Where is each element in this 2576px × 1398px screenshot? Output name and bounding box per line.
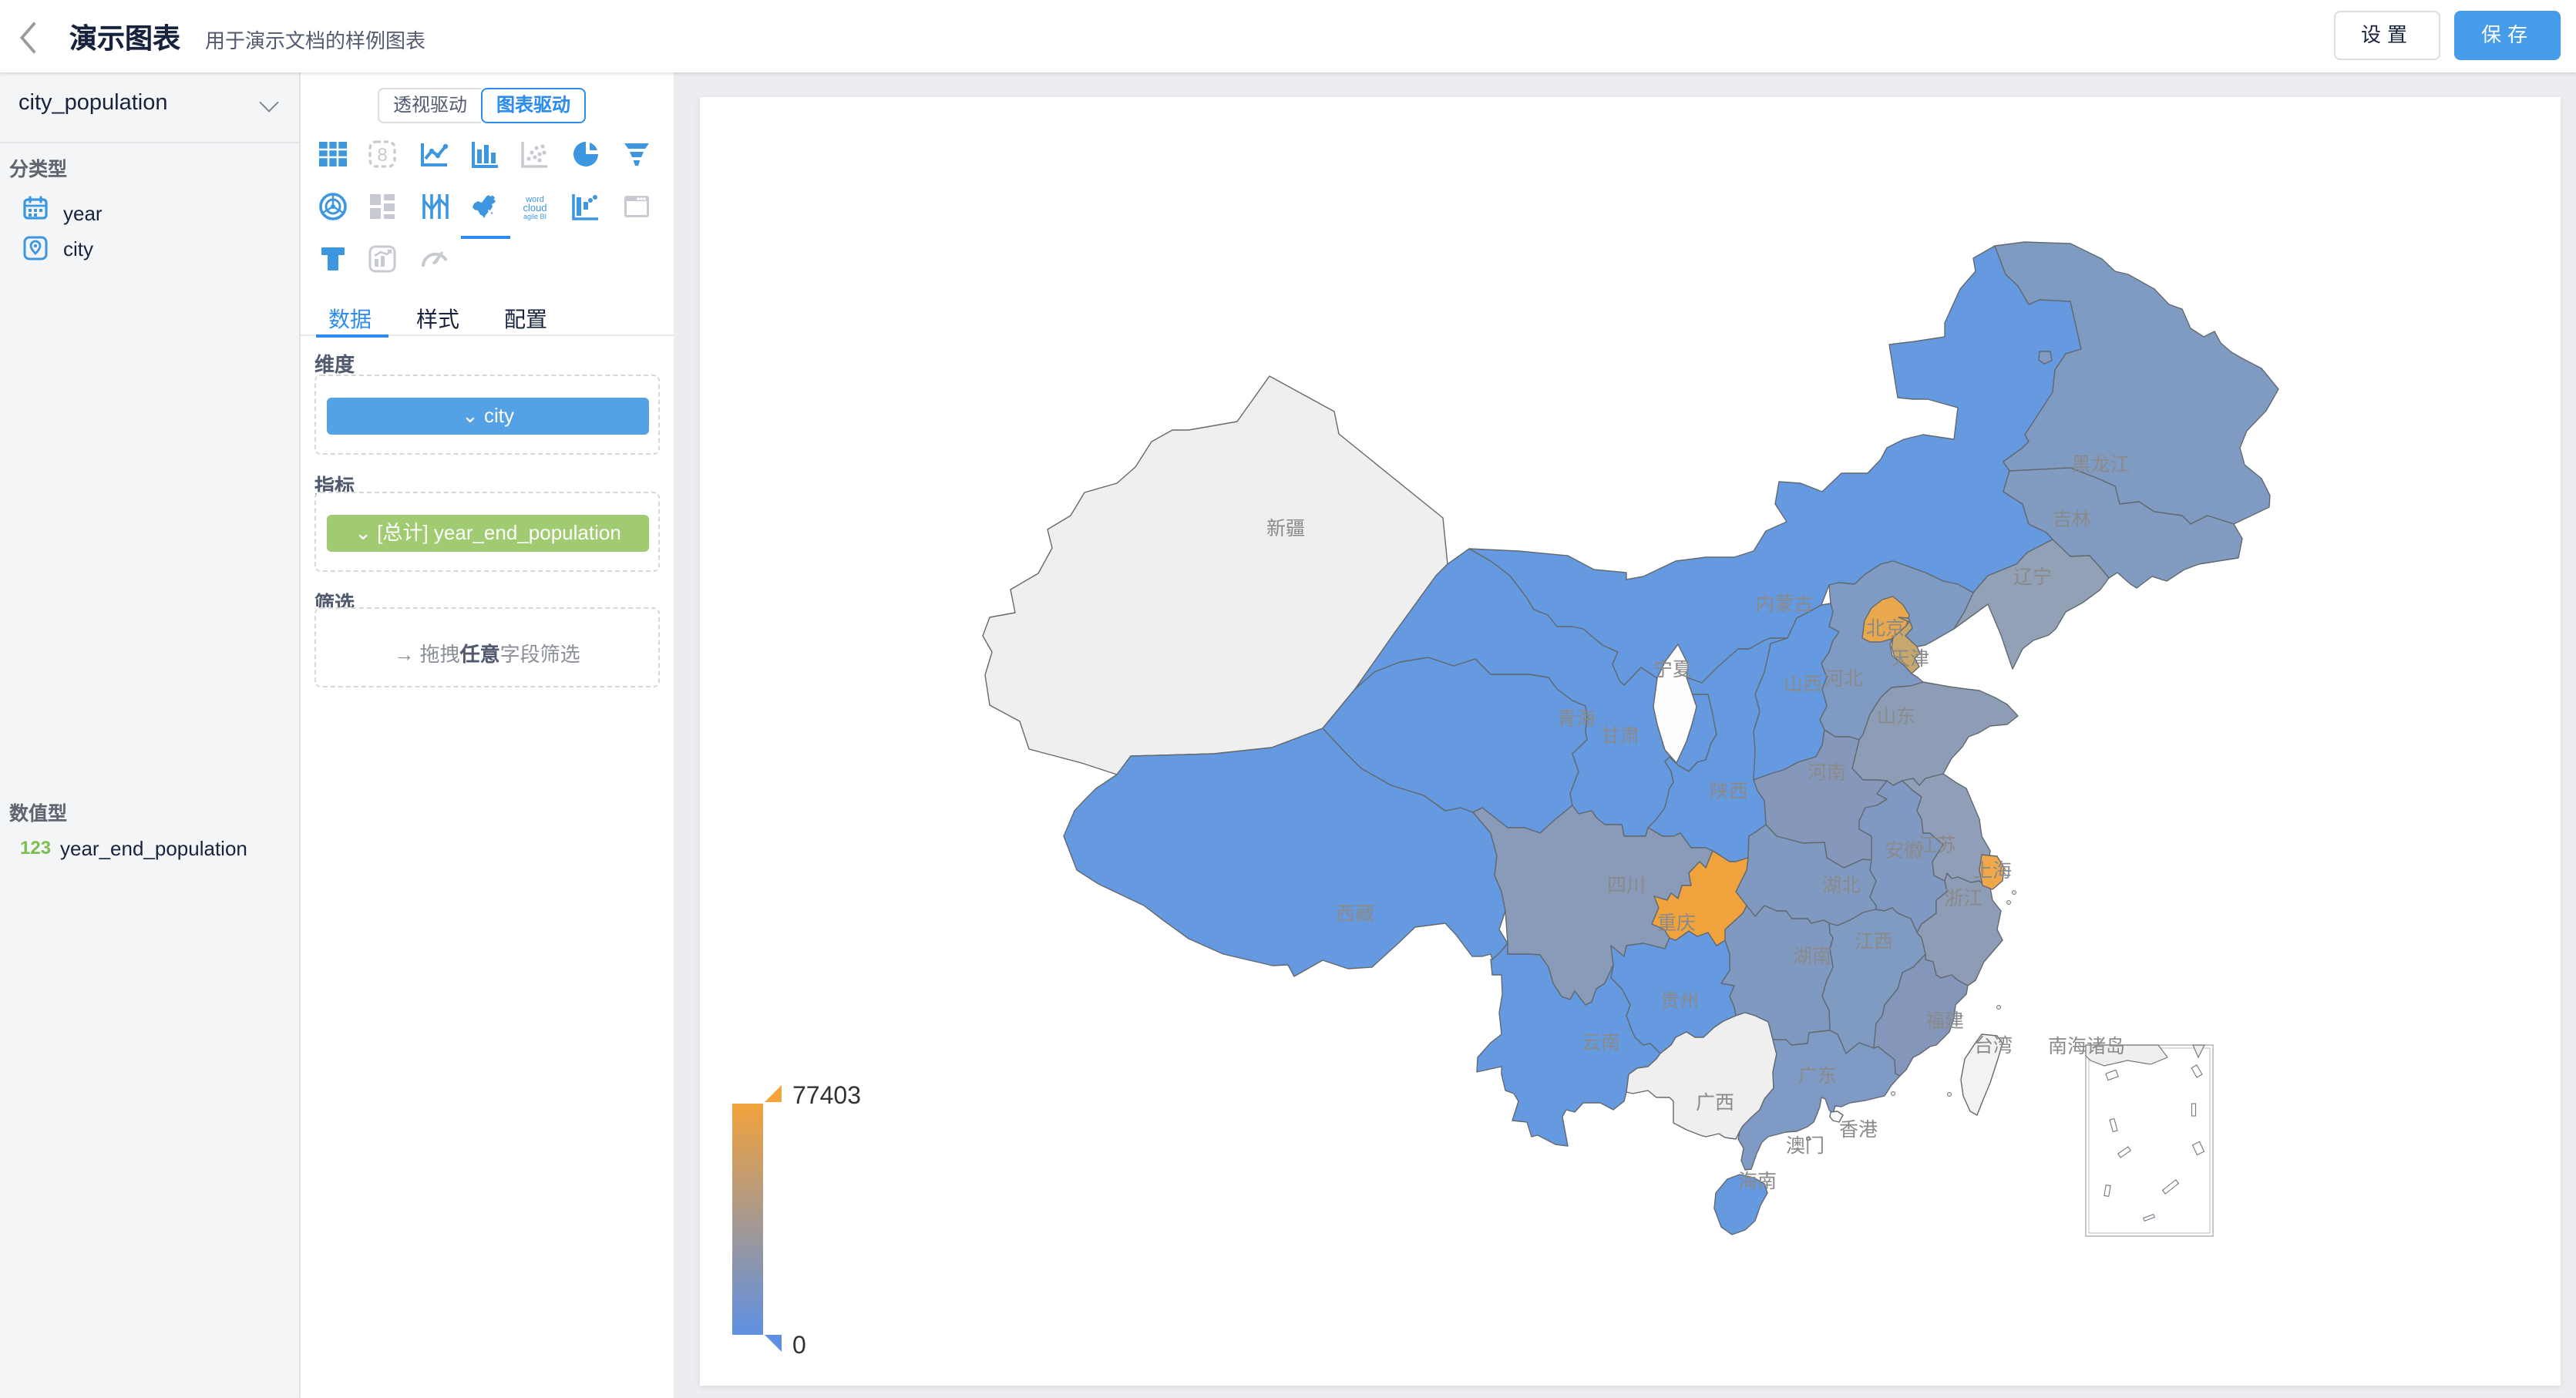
svg-text:山东: 山东 bbox=[1877, 706, 1915, 728]
svg-text:宁夏: 宁夏 bbox=[1653, 659, 1692, 681]
svg-text:上海: 上海 bbox=[1973, 860, 2012, 882]
svg-text:陕西: 陕西 bbox=[1710, 781, 1748, 802]
svg-text:山西: 山西 bbox=[1784, 674, 1822, 695]
svg-text:吉林: 吉林 bbox=[2053, 509, 2091, 530]
svg-text:江西: 江西 bbox=[1855, 931, 1893, 953]
svg-text:河北: 河北 bbox=[1824, 668, 1863, 690]
svg-text:江苏: 江苏 bbox=[1918, 835, 1956, 856]
svg-text:北京: 北京 bbox=[1866, 618, 1905, 640]
svg-text:广西: 广西 bbox=[1696, 1092, 1734, 1114]
svg-text:重庆: 重庆 bbox=[1657, 912, 1696, 934]
svg-text:湖北: 湖北 bbox=[1822, 875, 1861, 896]
svg-text:agile BI: agile BI bbox=[523, 213, 546, 220]
svg-text:辽宁: 辽宁 bbox=[2013, 566, 2052, 588]
svg-text:8: 8 bbox=[377, 145, 387, 166]
svg-text:澳门: 澳门 bbox=[1786, 1135, 1824, 1157]
svg-text:南海诸岛: 南海诸岛 bbox=[2048, 1036, 2125, 1057]
svg-text:河南: 河南 bbox=[1808, 762, 1846, 784]
svg-text:浙江: 浙江 bbox=[1944, 888, 1982, 909]
svg-text:福建: 福建 bbox=[1925, 1010, 1964, 1032]
svg-text:青海: 青海 bbox=[1557, 708, 1596, 730]
svg-text:广东: 广东 bbox=[1798, 1065, 1837, 1087]
svg-text:黑龙江: 黑龙江 bbox=[2071, 454, 2129, 476]
svg-text:贵州: 贵州 bbox=[1660, 990, 1699, 1012]
svg-text:台湾: 台湾 bbox=[1974, 1035, 2013, 1057]
svg-text:新疆: 新疆 bbox=[1266, 518, 1305, 539]
svg-text:甘肃: 甘肃 bbox=[1601, 725, 1639, 747]
svg-text:海南: 海南 bbox=[1738, 1171, 1777, 1192]
svg-text:香港: 香港 bbox=[1839, 1119, 1878, 1141]
svg-text:word: word bbox=[525, 195, 544, 204]
svg-text:云南: 云南 bbox=[1582, 1032, 1620, 1054]
svg-text:安徽: 安徽 bbox=[1885, 840, 1923, 862]
svg-text:cloud: cloud bbox=[523, 202, 546, 213]
svg-text:西藏: 西藏 bbox=[1336, 903, 1374, 925]
svg-text:内蒙古: 内蒙古 bbox=[1755, 593, 1813, 615]
svg-text:湖南: 湖南 bbox=[1793, 946, 1831, 967]
svg-text:四川: 四川 bbox=[1607, 875, 1646, 896]
svg-text:天津: 天津 bbox=[1891, 648, 1929, 670]
